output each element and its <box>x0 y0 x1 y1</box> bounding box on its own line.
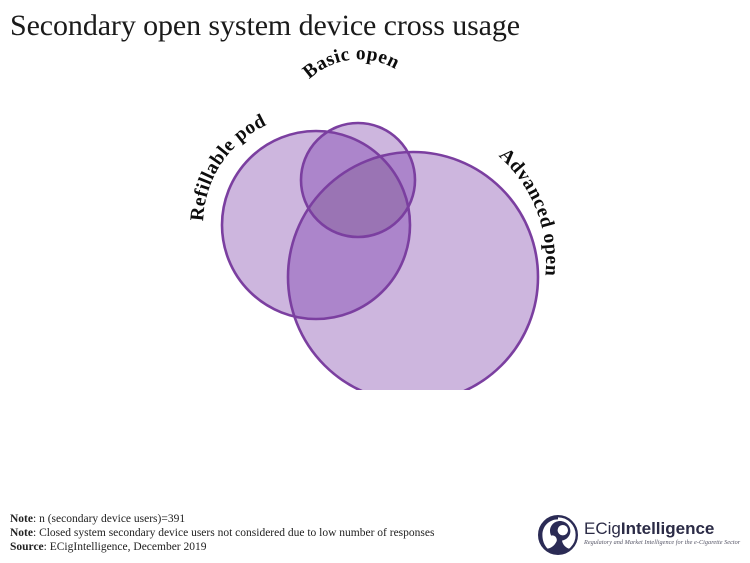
ecigintelligence-logo-icon <box>538 515 578 555</box>
footer-source-label: Source <box>10 541 44 554</box>
brand-logo: ECigIntelligence Regulatory and Market I… <box>538 511 743 557</box>
outline-basic <box>299 121 417 239</box>
logo-name-bold: Intelligence <box>620 519 715 538</box>
logo-name-thin: ECig <box>584 519 621 538</box>
outline-advanced <box>286 150 540 390</box>
footer-note-2: Note: Closed system secondary device use… <box>10 526 434 540</box>
footer-source-text: : ECigIntelligence, December 2019 <box>43 541 207 554</box>
logo-text-block: ECigIntelligence Regulatory and Market I… <box>584 519 744 547</box>
outline-refillable <box>220 129 412 321</box>
footer-note-1-label: Note <box>10 513 33 525</box>
logo-tagline: Regulatory and Market Intelligence for t… <box>584 539 741 546</box>
venn-outlines <box>220 121 540 390</box>
overlap-all-three <box>301 152 410 237</box>
page-title: Secondary open system device cross usage <box>10 9 521 42</box>
footer-notes: Note: n (secondary device users)=391 Not… <box>10 512 434 555</box>
footer-note-1: Note: n (secondary device users)=391 <box>10 512 434 526</box>
footer-note-2-text: : Closed system secondary device users n… <box>33 527 435 540</box>
venn-diagram: Refillable pod Basic open Advanced open <box>0 40 750 390</box>
footer-source: Source: ECigIntelligence, December 2019 <box>10 540 434 554</box>
footer-note-2-label: Note <box>10 527 33 540</box>
venn-diagram-svg: Refillable pod Basic open Advanced open <box>187 43 562 390</box>
logo-name: ECigIntelligence <box>584 519 744 538</box>
footer-note-1-text: : n (secondary device users)=391 <box>33 513 186 525</box>
venn-triple-overlap-group <box>301 152 410 237</box>
venn-label-basic-open: Basic open <box>299 43 403 83</box>
